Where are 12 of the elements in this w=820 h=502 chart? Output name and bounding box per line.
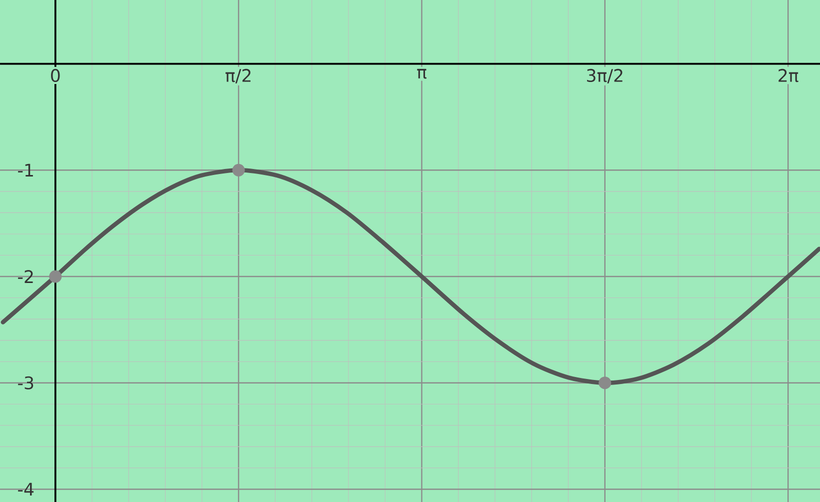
y-tick-label: -4 — [18, 482, 34, 496]
x-tick-label: 3π/2 — [587, 68, 622, 84]
point — [49, 270, 62, 283]
point — [598, 376, 612, 390]
x-tick-label: 2π — [778, 68, 798, 82]
y-tick-label: -3 — [18, 376, 34, 390]
x-tick-label: π/2 — [226, 68, 250, 84]
y-tick-label: -1 — [18, 164, 33, 176]
point — [232, 164, 245, 176]
x-tick-label: 0 — [51, 68, 60, 82]
y-tick-label: -2 — [18, 270, 33, 283]
x-tick-label: π — [417, 68, 426, 79]
